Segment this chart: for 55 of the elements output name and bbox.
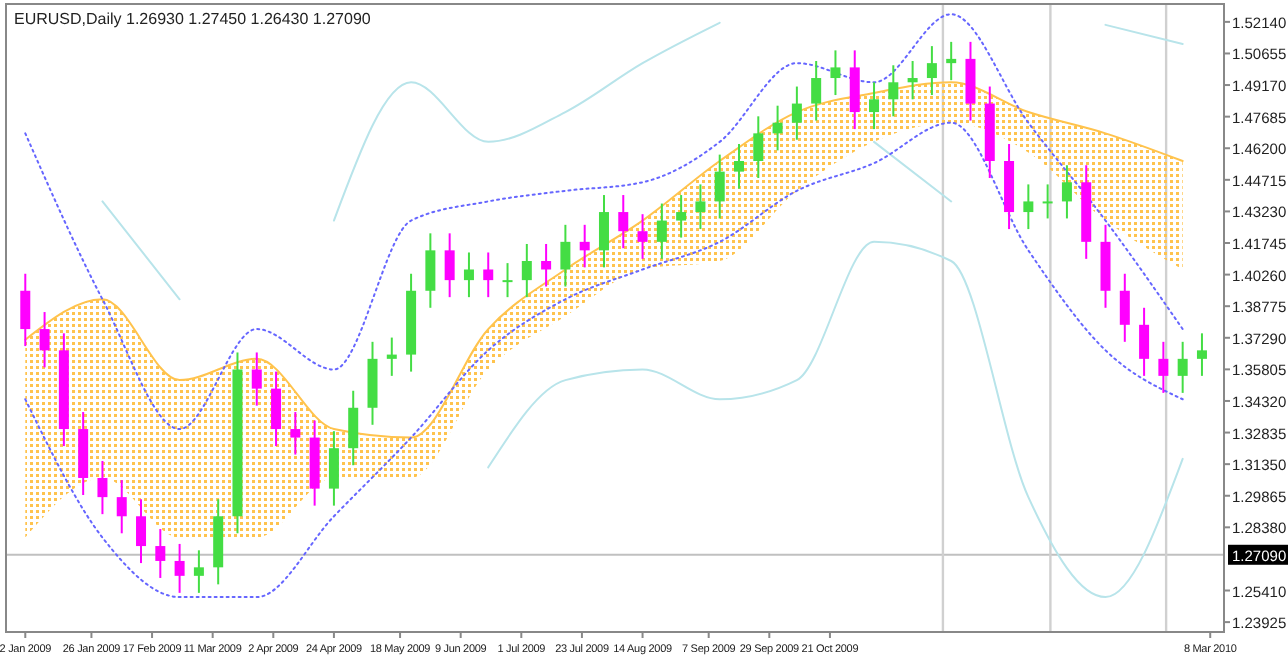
candlestick — [1023, 183, 1034, 231]
candlestick — [618, 194, 629, 250]
candlestick — [20, 272, 31, 348]
candlestick — [849, 49, 860, 131]
candlestick — [811, 60, 822, 122]
candlestick — [463, 251, 474, 299]
candlestick — [946, 40, 957, 82]
candlestick — [155, 528, 166, 579]
candlestick — [772, 104, 783, 152]
candlestick — [386, 336, 397, 377]
candlestick — [869, 81, 880, 131]
candlestick — [116, 479, 127, 535]
candlestick — [271, 370, 282, 448]
candlestick — [695, 183, 706, 231]
candlestick — [193, 549, 204, 594]
candlestick — [502, 262, 513, 299]
candlestick — [541, 242, 552, 288]
candlestick — [888, 64, 899, 118]
candlestick — [791, 85, 802, 141]
candlestick — [676, 194, 687, 239]
candlestick — [579, 223, 590, 269]
candlestick — [328, 430, 339, 507]
candlestick — [637, 213, 648, 260]
candlestick — [348, 389, 359, 467]
candlestick — [290, 411, 301, 456]
candlestick — [1158, 340, 1169, 394]
candlestick — [1196, 332, 1207, 377]
candlestick — [656, 202, 667, 260]
candlestick — [907, 60, 918, 101]
line-series — [24, 121, 1184, 599]
candlestick — [174, 542, 185, 594]
candlestick — [1042, 183, 1053, 220]
line-series — [487, 240, 1184, 599]
candlestick — [714, 153, 725, 220]
candlestick — [753, 115, 764, 180]
candlestick — [521, 242, 532, 299]
chart-title: EURUSD,Daily 1.26930 1.27450 1.26430 1.27090 — [14, 10, 372, 28]
candlestick — [1139, 306, 1150, 377]
candlestick — [1061, 164, 1072, 220]
candlestick — [251, 351, 262, 407]
candlestick — [136, 498, 147, 565]
candlestick — [1177, 340, 1188, 394]
candlestick — [734, 142, 744, 190]
candlestick — [39, 311, 50, 369]
candlestick — [560, 223, 571, 288]
candlestick — [97, 459, 108, 516]
candlestick — [1119, 272, 1130, 343]
candlestick — [830, 49, 841, 97]
candlestick — [483, 251, 494, 299]
candlestick — [965, 40, 976, 122]
candlestick — [425, 232, 436, 309]
candlestick — [598, 194, 609, 269]
line-series — [24, 81, 1184, 439]
candlestick — [926, 45, 937, 97]
candlestick — [444, 232, 455, 299]
